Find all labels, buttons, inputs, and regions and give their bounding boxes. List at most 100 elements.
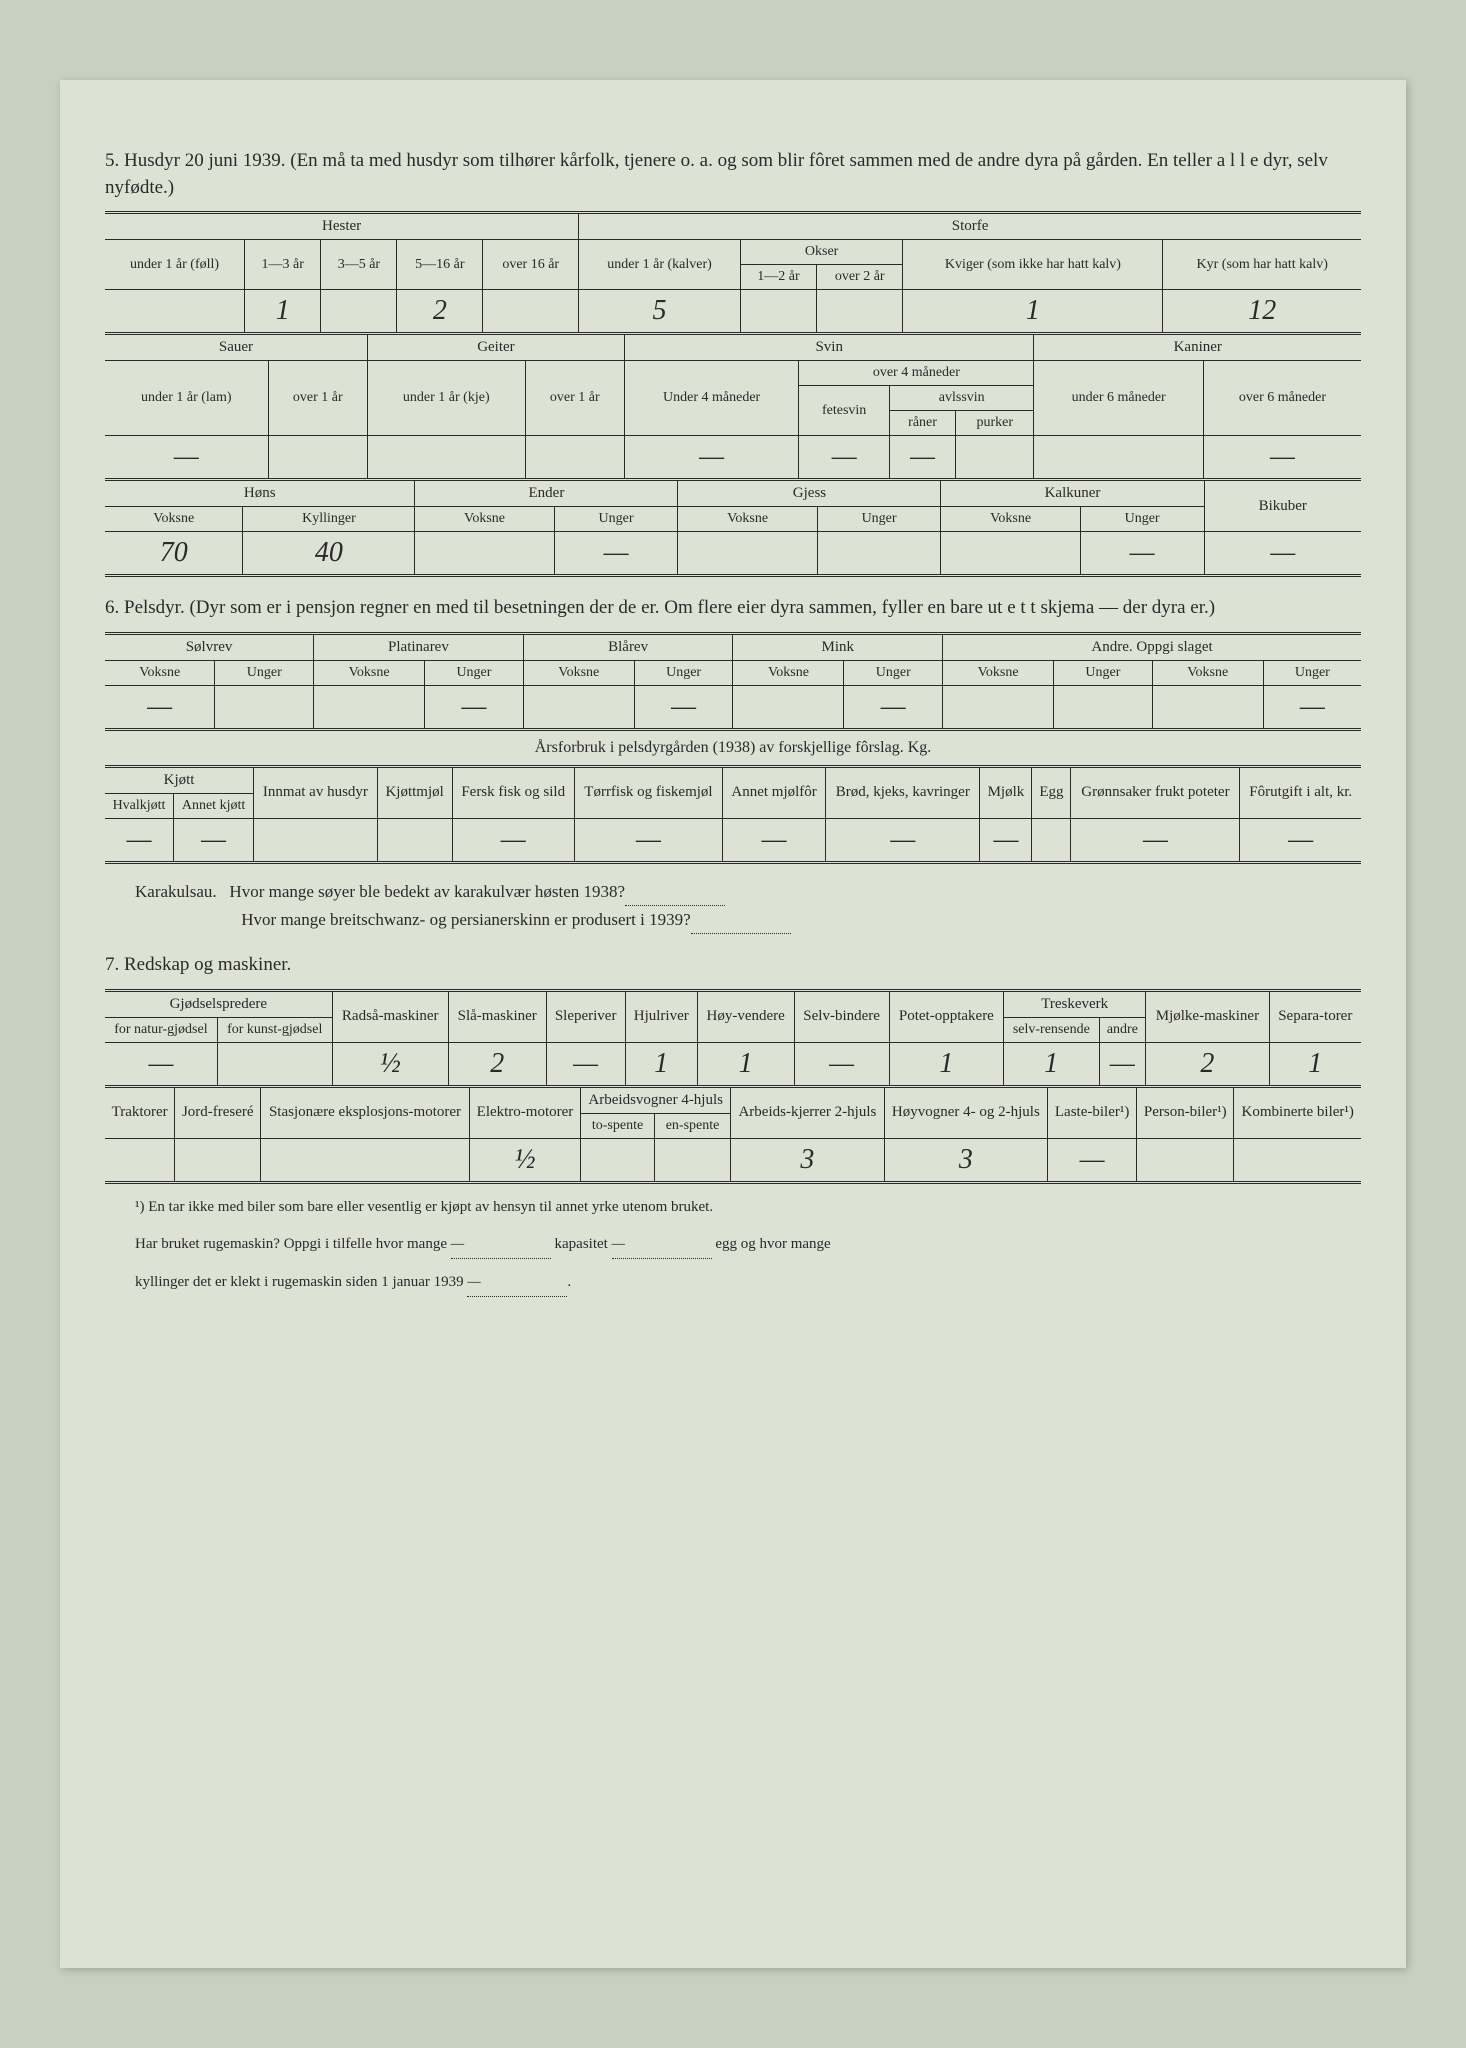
col-geiter-1: over 1 år: [525, 361, 624, 436]
sub: Kyllinger: [243, 507, 415, 532]
val: [1152, 685, 1263, 729]
sub: Voksne: [678, 507, 817, 532]
c: Mjølk: [980, 766, 1032, 818]
karakul-label: Karakulsau.: [135, 882, 217, 901]
val: [105, 1138, 175, 1182]
c: Mjølke-maskiner: [1146, 990, 1269, 1042]
c: Radså-maskiner: [332, 990, 448, 1042]
col-hester-1: 1—3 år: [245, 240, 321, 290]
hw-dash: —: [612, 1231, 712, 1259]
val: [268, 436, 367, 480]
val: 2: [397, 290, 483, 334]
val: —: [1048, 1138, 1137, 1182]
s: Unger: [634, 660, 733, 685]
val: 1: [903, 290, 1163, 334]
val: ½: [469, 1138, 580, 1182]
c: Høyvogner 4- og 2-hjuls: [884, 1088, 1048, 1139]
val: 1: [1004, 1042, 1099, 1086]
group-gjess: Gjess: [678, 481, 941, 507]
col-hester-0: under 1 år (føll): [105, 240, 245, 290]
s: Voksne: [105, 660, 215, 685]
val: [377, 818, 452, 862]
section6-header: 6. Pelsdyr. (Dyr som er i pensjon regner…: [105, 595, 1361, 622]
group-ender: Ender: [415, 481, 678, 507]
gjodsel-label: Gjødselspredere: [105, 990, 332, 1017]
val: —: [554, 532, 678, 576]
val: [261, 1138, 469, 1182]
val: 1: [245, 290, 321, 334]
val: [254, 818, 378, 862]
group-hons: Høns: [105, 481, 415, 507]
sub: Voksne: [415, 507, 554, 532]
s: Voksne: [1152, 660, 1263, 685]
val: [1034, 436, 1203, 480]
section5-header: 5. Husdyr 20 juni 1939. (En må ta med hu…: [105, 148, 1361, 201]
g-andre: Andre. Oppgi slaget: [943, 633, 1361, 660]
section6-num: 6.: [105, 597, 119, 618]
group-sauer: Sauer: [105, 335, 367, 361]
val: —: [799, 436, 890, 480]
val: [523, 685, 634, 729]
c: Selv-bindere: [794, 990, 889, 1042]
val: [321, 290, 397, 334]
group-bikuber: Bikuber: [1204, 481, 1361, 532]
col-svin-fete: fetesvin: [799, 386, 890, 436]
table-redskap1: Gjødselspredere Radså-maskiner Slå-maski…: [105, 989, 1361, 1088]
g: Mink: [733, 633, 943, 660]
c: Hjulriver: [625, 990, 697, 1042]
karakul-block: Karakulsau. Hvor mange søyer ble bedekt …: [135, 878, 1361, 934]
g: Platinarev: [314, 633, 524, 660]
val: —: [723, 818, 826, 862]
val: [367, 436, 525, 480]
col-geiter-0: under 1 år (kje): [367, 361, 525, 436]
arbeid-label: Arbeidsvogner 4-hjuls: [581, 1088, 731, 1114]
val: [678, 532, 817, 576]
s: Voksne: [523, 660, 634, 685]
c: Annet mjølfôr: [723, 766, 826, 818]
val: [956, 436, 1034, 480]
val: —: [574, 818, 722, 862]
karakul-q1: Hvor mange søyer ble bedekt av karakulvæ…: [229, 882, 625, 901]
s: Unger: [215, 660, 314, 685]
val: 2: [448, 1042, 546, 1086]
s: Unger: [1054, 660, 1153, 685]
sub: Unger: [554, 507, 678, 532]
s: Unger: [844, 660, 943, 685]
group-kaniner: Kaniner: [1034, 335, 1361, 361]
val: —: [624, 436, 798, 480]
val: —: [1099, 1042, 1146, 1086]
c: Innmat av husdyr: [254, 766, 378, 818]
val: [175, 1138, 261, 1182]
col-sauer-1: over 1 år: [268, 361, 367, 436]
group-svin: Svin: [624, 335, 1034, 361]
val: —: [1263, 685, 1361, 729]
col-kyr: Kyr (som har hatt kalv): [1163, 240, 1361, 290]
val: [943, 685, 1054, 729]
footnote3: kyllinger det er klekt i rugemaskin side…: [135, 1269, 1361, 1297]
val: ½: [332, 1042, 448, 1086]
c: Brød, kjeks, kavringer: [826, 766, 980, 818]
val: 3: [731, 1138, 884, 1182]
col-storfe-0: under 1 år (kalver): [579, 240, 741, 290]
c: Sleperiver: [546, 990, 625, 1042]
val: [1137, 1138, 1234, 1182]
val: —: [1071, 818, 1240, 862]
sub: Voksne: [941, 507, 1080, 532]
val: —: [105, 436, 268, 480]
c: Grønnsaker frukt poteter: [1071, 766, 1240, 818]
col-svin-avls: avlssvin: [890, 386, 1034, 411]
section7-header: 7. Redskap og maskiner.: [105, 952, 1361, 979]
c: Elektro-motorer: [469, 1088, 580, 1139]
val: [314, 685, 425, 729]
col-svin-under: Under 4 måneder: [624, 361, 798, 436]
val: [1032, 818, 1071, 862]
c: Stasjonære eksplosjons-motorer: [261, 1088, 469, 1139]
treske-label: Treskeverk: [1004, 990, 1146, 1017]
val: [415, 532, 554, 576]
val: —: [105, 818, 174, 862]
col-hester-4: over 16 år: [483, 240, 579, 290]
val: [525, 436, 624, 480]
val: —: [980, 818, 1032, 862]
ks: Annet kjøtt: [174, 793, 254, 818]
val: 3: [884, 1138, 1048, 1182]
